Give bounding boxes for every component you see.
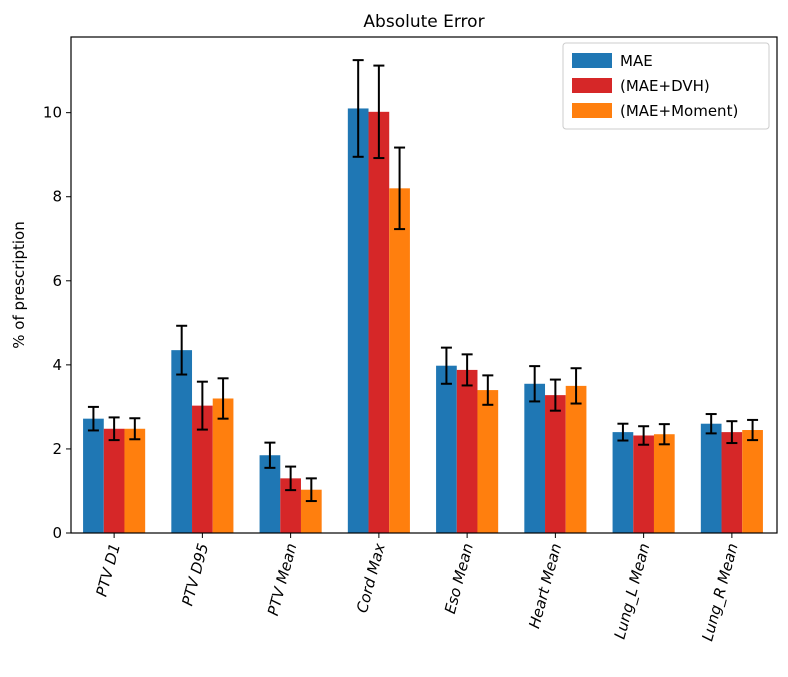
bar-2-6 [545, 395, 566, 533]
y-axis-title: % of prescription [10, 221, 28, 349]
bar-2-2 [192, 405, 213, 533]
bar-2-3 [280, 478, 301, 533]
bar-1-6 [524, 383, 546, 533]
bar-2-8 [721, 432, 743, 533]
bar-3-2 [212, 398, 234, 533]
bar-2-4 [368, 111, 390, 533]
bar-1-3 [259, 455, 281, 533]
bar-3-5 [477, 390, 499, 533]
y-tick-label: 8 [52, 188, 62, 206]
y-axis-ticks: 0 2 4 6 8 10 [43, 104, 71, 542]
y-tick-label: 10 [43, 104, 62, 122]
y-tick-label: 0 [52, 524, 62, 542]
bar-1-2 [171, 350, 193, 533]
legend-label: (MAE+Moment) [620, 102, 738, 120]
bar-2-5 [456, 369, 478, 533]
x-tick-label: Lung_L Mean [611, 541, 655, 641]
x-tick-label: PTV D95 [178, 541, 212, 607]
x-tick-label: PTV Mean [264, 541, 301, 617]
chart-title: Absolute Error [363, 12, 484, 32]
legend-label: (MAE+DVH) [620, 77, 710, 95]
x-tick-label: Lung_R Mean [698, 541, 742, 643]
y-tick-label: 2 [52, 440, 62, 458]
x-tick-label: Eso Mean [441, 541, 477, 615]
legend-box [562, 42, 770, 130]
legend: MAE (MAE+DVH) (MAE+Moment) [562, 42, 770, 130]
bar-3-7 [653, 434, 675, 533]
legend-swatch [572, 103, 612, 118]
legend-swatch [572, 78, 612, 93]
bar-3-1 [124, 428, 146, 533]
bar-1-8 [700, 423, 722, 533]
bar-2-7 [633, 435, 654, 533]
bar-1-1 [83, 418, 104, 533]
x-axis-ticks: PTV D1 PTV D95 PTV Mean Cord Max Eso Mean Hea… [93, 533, 743, 643]
y-tick-label: 6 [52, 272, 62, 290]
x-tick-label: Heart Mean [525, 541, 565, 630]
error-bars-group [87, 59, 759, 503]
legend-swatch [572, 53, 612, 68]
bars-group [83, 108, 763, 534]
bar-1-4 [347, 108, 369, 533]
bar-3-6 [565, 385, 587, 533]
x-tick-label: PTV D1 [93, 541, 124, 598]
bar-1-7 [612, 432, 634, 533]
bar-1-5 [436, 365, 457, 533]
bar-2-1 [103, 428, 125, 533]
legend-label: MAE [620, 52, 653, 70]
y-tick-label: 4 [52, 356, 62, 374]
bar-3-8 [742, 430, 763, 533]
bar-3-4 [389, 188, 410, 534]
x-tick-label: Cord Max [353, 541, 389, 614]
plot-frame [70, 36, 778, 534]
